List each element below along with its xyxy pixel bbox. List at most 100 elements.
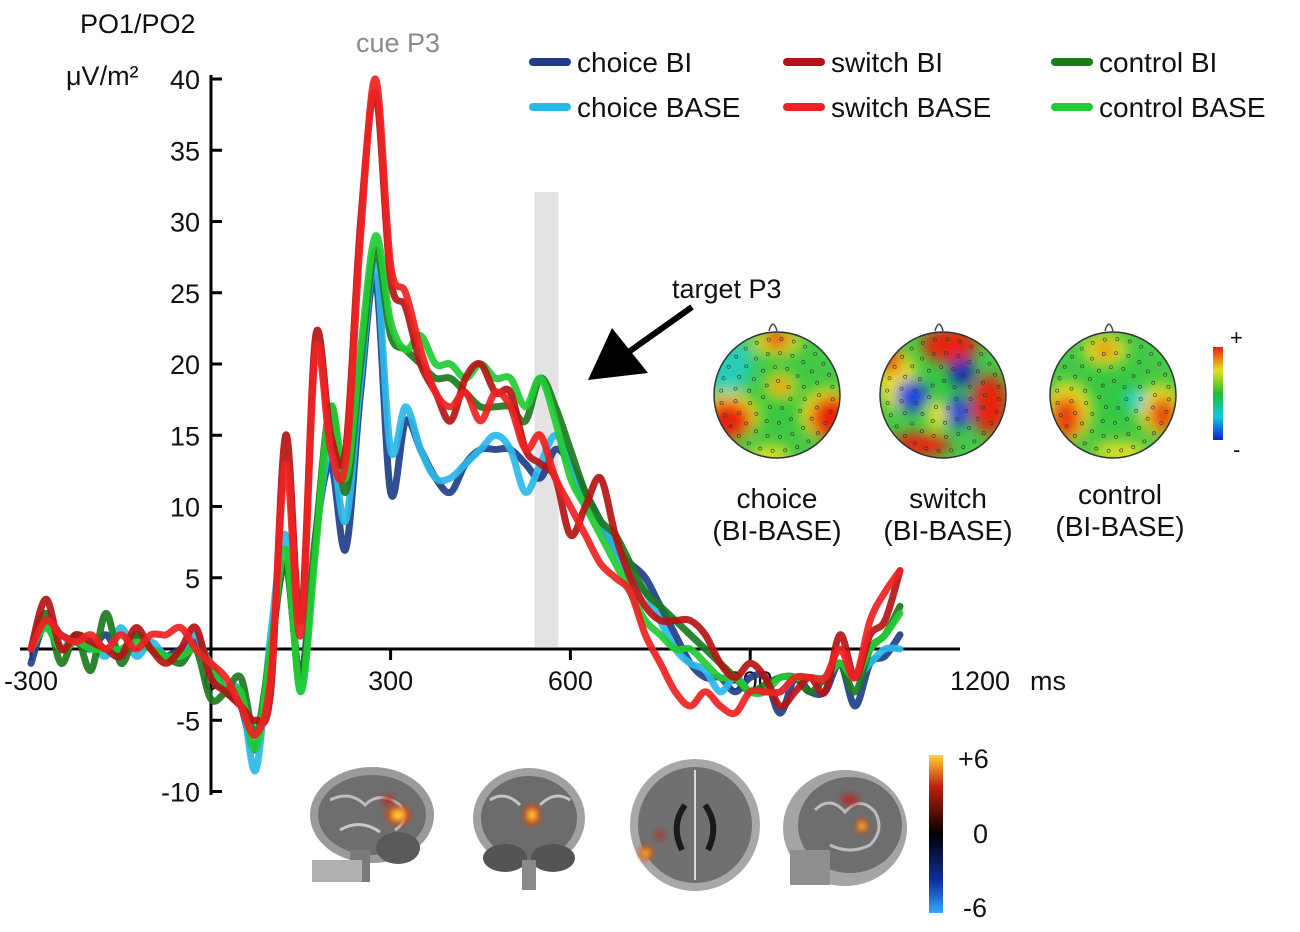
electrode-dot (816, 431, 820, 436)
electrode-dot (766, 337, 771, 342)
electrode-dot (768, 405, 772, 410)
electrode-dot (719, 388, 724, 393)
electrode-dot (918, 377, 922, 382)
electrode-dot (765, 352, 770, 356)
electrode-dot (1152, 431, 1156, 436)
electrode-dot (734, 354, 739, 359)
electrode-dot (733, 386, 738, 391)
electrode-dot (1157, 361, 1162, 366)
brain-slice-axial (628, 758, 762, 893)
electrode-dot (733, 399, 738, 404)
topomap-switch (879, 323, 1007, 459)
electrode-dot (1073, 374, 1078, 379)
electrode-dot (1102, 337, 1107, 342)
cue-p3-annotation: cue P3 (356, 28, 440, 58)
electrode-dot (954, 397, 959, 402)
brain-slice-sagittal-lateral (780, 768, 910, 890)
electrode-dot (920, 429, 924, 434)
electrode-dot (927, 368, 931, 373)
electrode-dot (967, 384, 972, 389)
electrode-dot (967, 360, 972, 365)
electrode-dot (1106, 448, 1111, 453)
electrode-dot (795, 445, 800, 450)
electrode-dot (914, 401, 919, 406)
electrode-dot (803, 344, 808, 349)
electrode-dot (1055, 401, 1060, 406)
electrode-dot (1153, 393, 1157, 398)
electrode-dot (1116, 406, 1121, 410)
electrode-dot (979, 352, 984, 357)
topomap-choice (713, 323, 841, 459)
electrode-dot (1064, 424, 1069, 429)
electrode-dot (821, 361, 826, 366)
y-tick-label: 10 (170, 493, 200, 523)
electrode-dot (722, 413, 727, 418)
electrode-dot (737, 374, 742, 379)
electrode-dot (1142, 439, 1147, 444)
y-tick-label: 25 (170, 279, 200, 309)
electrode-dot (888, 413, 893, 418)
electrode-dot (1070, 354, 1075, 359)
electrode-dot (776, 379, 781, 383)
x-tick-label: -300 (4, 666, 58, 696)
electrode-dot (1062, 364, 1067, 369)
electrode-dot (989, 421, 994, 426)
electrode-dot (790, 353, 795, 358)
electrode-dot (1097, 368, 1101, 373)
topomap-electrodes (719, 337, 1171, 453)
electrode-dot (809, 416, 814, 421)
y-axis-label-unit: μV/m² (66, 61, 139, 91)
legend: choice BI choice BASE switch BI switch BASE… (529, 47, 1266, 123)
electrode-dot (1090, 356, 1095, 361)
electrode-dot (1115, 337, 1120, 342)
y-tick-label: 5 (185, 564, 200, 594)
brain-colorbar-mid: 0 (973, 819, 988, 849)
electrode-dot (815, 405, 820, 410)
electrode-dot (779, 337, 784, 342)
electrode-dot (1137, 384, 1142, 389)
electrode-dot (823, 421, 828, 426)
x-tick-label: 600 (548, 666, 593, 696)
electrode-dot (931, 352, 936, 356)
electrode-dot (721, 376, 726, 381)
electrode-dot (899, 386, 904, 391)
electrode-dot (1114, 351, 1119, 356)
electrode-dot (975, 369, 980, 374)
electrode-dot (780, 406, 785, 410)
electrode-dot (1101, 352, 1106, 356)
y-tick-label: 15 (170, 421, 200, 451)
electrode-dot (1100, 419, 1105, 423)
topomap-label-control-line2: (BI-BASE) (1055, 511, 1184, 542)
electrode-dot (747, 388, 752, 393)
electrode-dot (1114, 434, 1118, 439)
electrode-dot (956, 353, 961, 358)
brain-slice-sagittal-medial (310, 767, 437, 885)
target-window-highlight (534, 192, 559, 647)
electrode-dot (1137, 360, 1142, 365)
electrode-dot (885, 388, 890, 393)
electrode-dot (930, 383, 935, 388)
electrode-dot (943, 420, 947, 425)
electrode-dot (790, 432, 795, 437)
electrode-dot (1101, 433, 1106, 438)
electrode-dot (932, 337, 937, 342)
electrode-dot (736, 433, 741, 438)
legend-label: switch BASE (831, 92, 991, 123)
y-axis-label-electrodes: PO1/PO2 (80, 9, 196, 39)
electrode-dot (1079, 346, 1084, 351)
electrode-dot (1083, 388, 1088, 393)
electrode-dot (910, 421, 915, 426)
electrode-dot (945, 337, 950, 342)
electrode-dot (1084, 401, 1089, 406)
electrode-dot (1121, 367, 1126, 371)
electrode-dot (719, 401, 724, 406)
electrode-dot (900, 354, 905, 359)
legend-label: choice BASE (577, 92, 740, 123)
electrode-dot (1163, 372, 1168, 377)
electrode-dot (801, 384, 806, 389)
electrode-dot (1112, 379, 1117, 383)
electrode-dot (964, 408, 969, 413)
legend-label: choice BI (577, 47, 692, 78)
electrode-dot (817, 393, 821, 398)
electrode-dot (778, 351, 783, 356)
